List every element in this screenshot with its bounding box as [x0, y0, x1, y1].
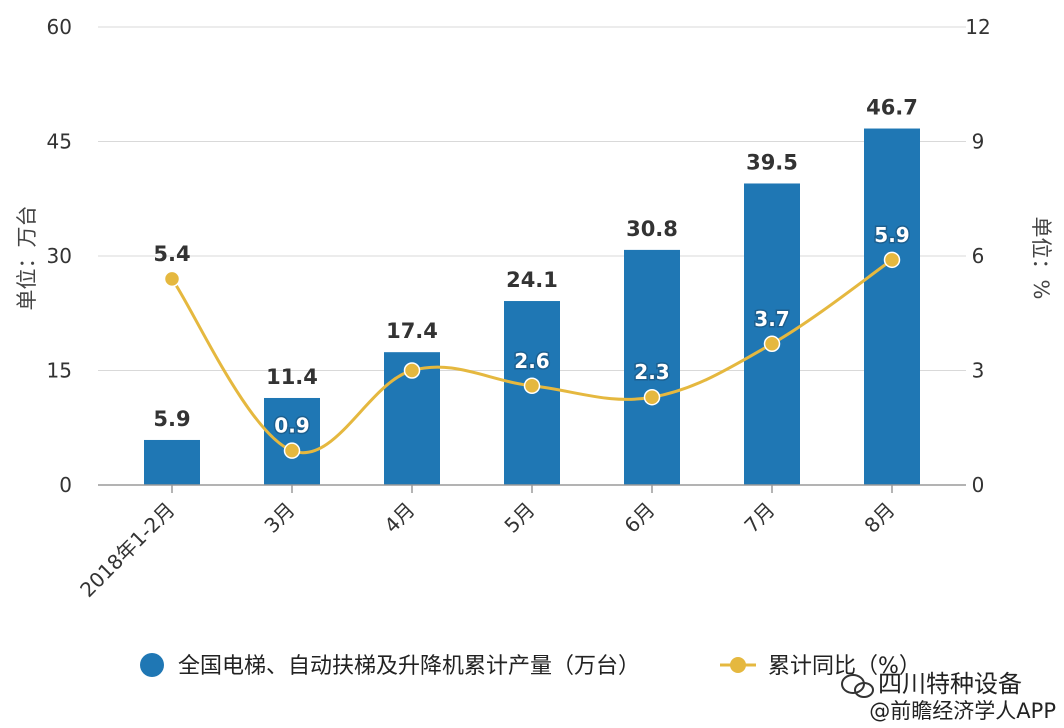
legend-bar-swatch: [140, 653, 164, 677]
x-tick-label: 6月: [619, 498, 659, 538]
left-tick-label: 45: [47, 130, 72, 154]
line-series: [163, 251, 901, 459]
line-value-label: 5.9: [874, 223, 909, 247]
line-value-label: 3.7: [754, 307, 789, 331]
line-point: [523, 377, 541, 395]
x-tick-label: 7月: [739, 498, 779, 538]
bar-value-label: 17.4: [386, 319, 438, 343]
wechat-icon: [841, 674, 874, 698]
line-point: [643, 388, 661, 406]
bar: [744, 183, 800, 485]
legend-bar-label: 全国电梯、自动扶梯及升降机累计产量（万台）: [178, 654, 640, 679]
line-point: [283, 442, 301, 459]
bar: [144, 439, 200, 485]
bar-value-label: 30.8: [626, 217, 678, 241]
legend: 全国电梯、自动扶梯及升降机累计产量（万台） 累计同比（%）: [140, 653, 921, 679]
line-value-label: 2.3: [634, 360, 669, 384]
x-tick-label: 3月: [259, 498, 299, 538]
left-axis-title: 单位：万台: [15, 206, 39, 311]
bar-value-label: 39.5: [746, 150, 798, 174]
line-point: [163, 270, 181, 288]
bar-series: [144, 128, 920, 486]
left-tick-label: 30: [47, 244, 72, 268]
x-tick-label: 8月: [859, 498, 899, 538]
right-tick-label: 9: [972, 130, 985, 154]
bar: [624, 249, 680, 485]
line-point: [763, 335, 781, 353]
x-tick-label: 5月: [499, 498, 539, 538]
right-tick-label: 6: [972, 244, 985, 268]
line-point: [883, 251, 901, 269]
left-tick-label: 15: [47, 359, 72, 383]
legend-line-label: 累计同比（%）: [768, 654, 921, 679]
left-tick-label: 60: [47, 15, 72, 39]
watermark-source: @前瞻经济学人APP: [869, 699, 1056, 723]
bar: [264, 397, 320, 485]
watermark-account: 四川特种设备: [878, 670, 1022, 698]
right-tick-label: 0: [972, 473, 985, 497]
bar-value-label: 24.1: [506, 268, 558, 292]
data-labels: 5.9 11.4 17.4 24.1 30.8 39.5 46.7 5.4 0.9 2.6 2.3 3…: [153, 96, 918, 440]
x-tick-label: 2018年1-2月: [75, 498, 179, 602]
legend-line-marker: [730, 657, 746, 673]
right-tick-label: 12: [965, 15, 990, 39]
watermark: 四川特种设备 @前瞻经济学人APP: [841, 670, 1056, 723]
bar-value-label: 46.7: [866, 96, 918, 120]
legend-item-line[interactable]: 累计同比（%）: [720, 654, 921, 679]
line-value-label: 2.6: [514, 349, 549, 373]
left-tick-label: 0: [59, 473, 72, 497]
line-point: [403, 362, 421, 379]
legend-item-bar[interactable]: 全国电梯、自动扶梯及升降机累计产量（万台）: [140, 653, 640, 679]
line-value-label: 5.4: [153, 242, 190, 266]
right-tick-label: 3: [972, 359, 985, 383]
bar-value-label: 5.9: [153, 407, 190, 431]
x-tick-label: 4月: [379, 498, 419, 538]
bar-value-label: 11.4: [266, 365, 318, 389]
right-axis-title: 单位：%: [1029, 217, 1053, 300]
line-value-label: 0.9: [274, 414, 309, 438]
bar: [864, 128, 920, 486]
